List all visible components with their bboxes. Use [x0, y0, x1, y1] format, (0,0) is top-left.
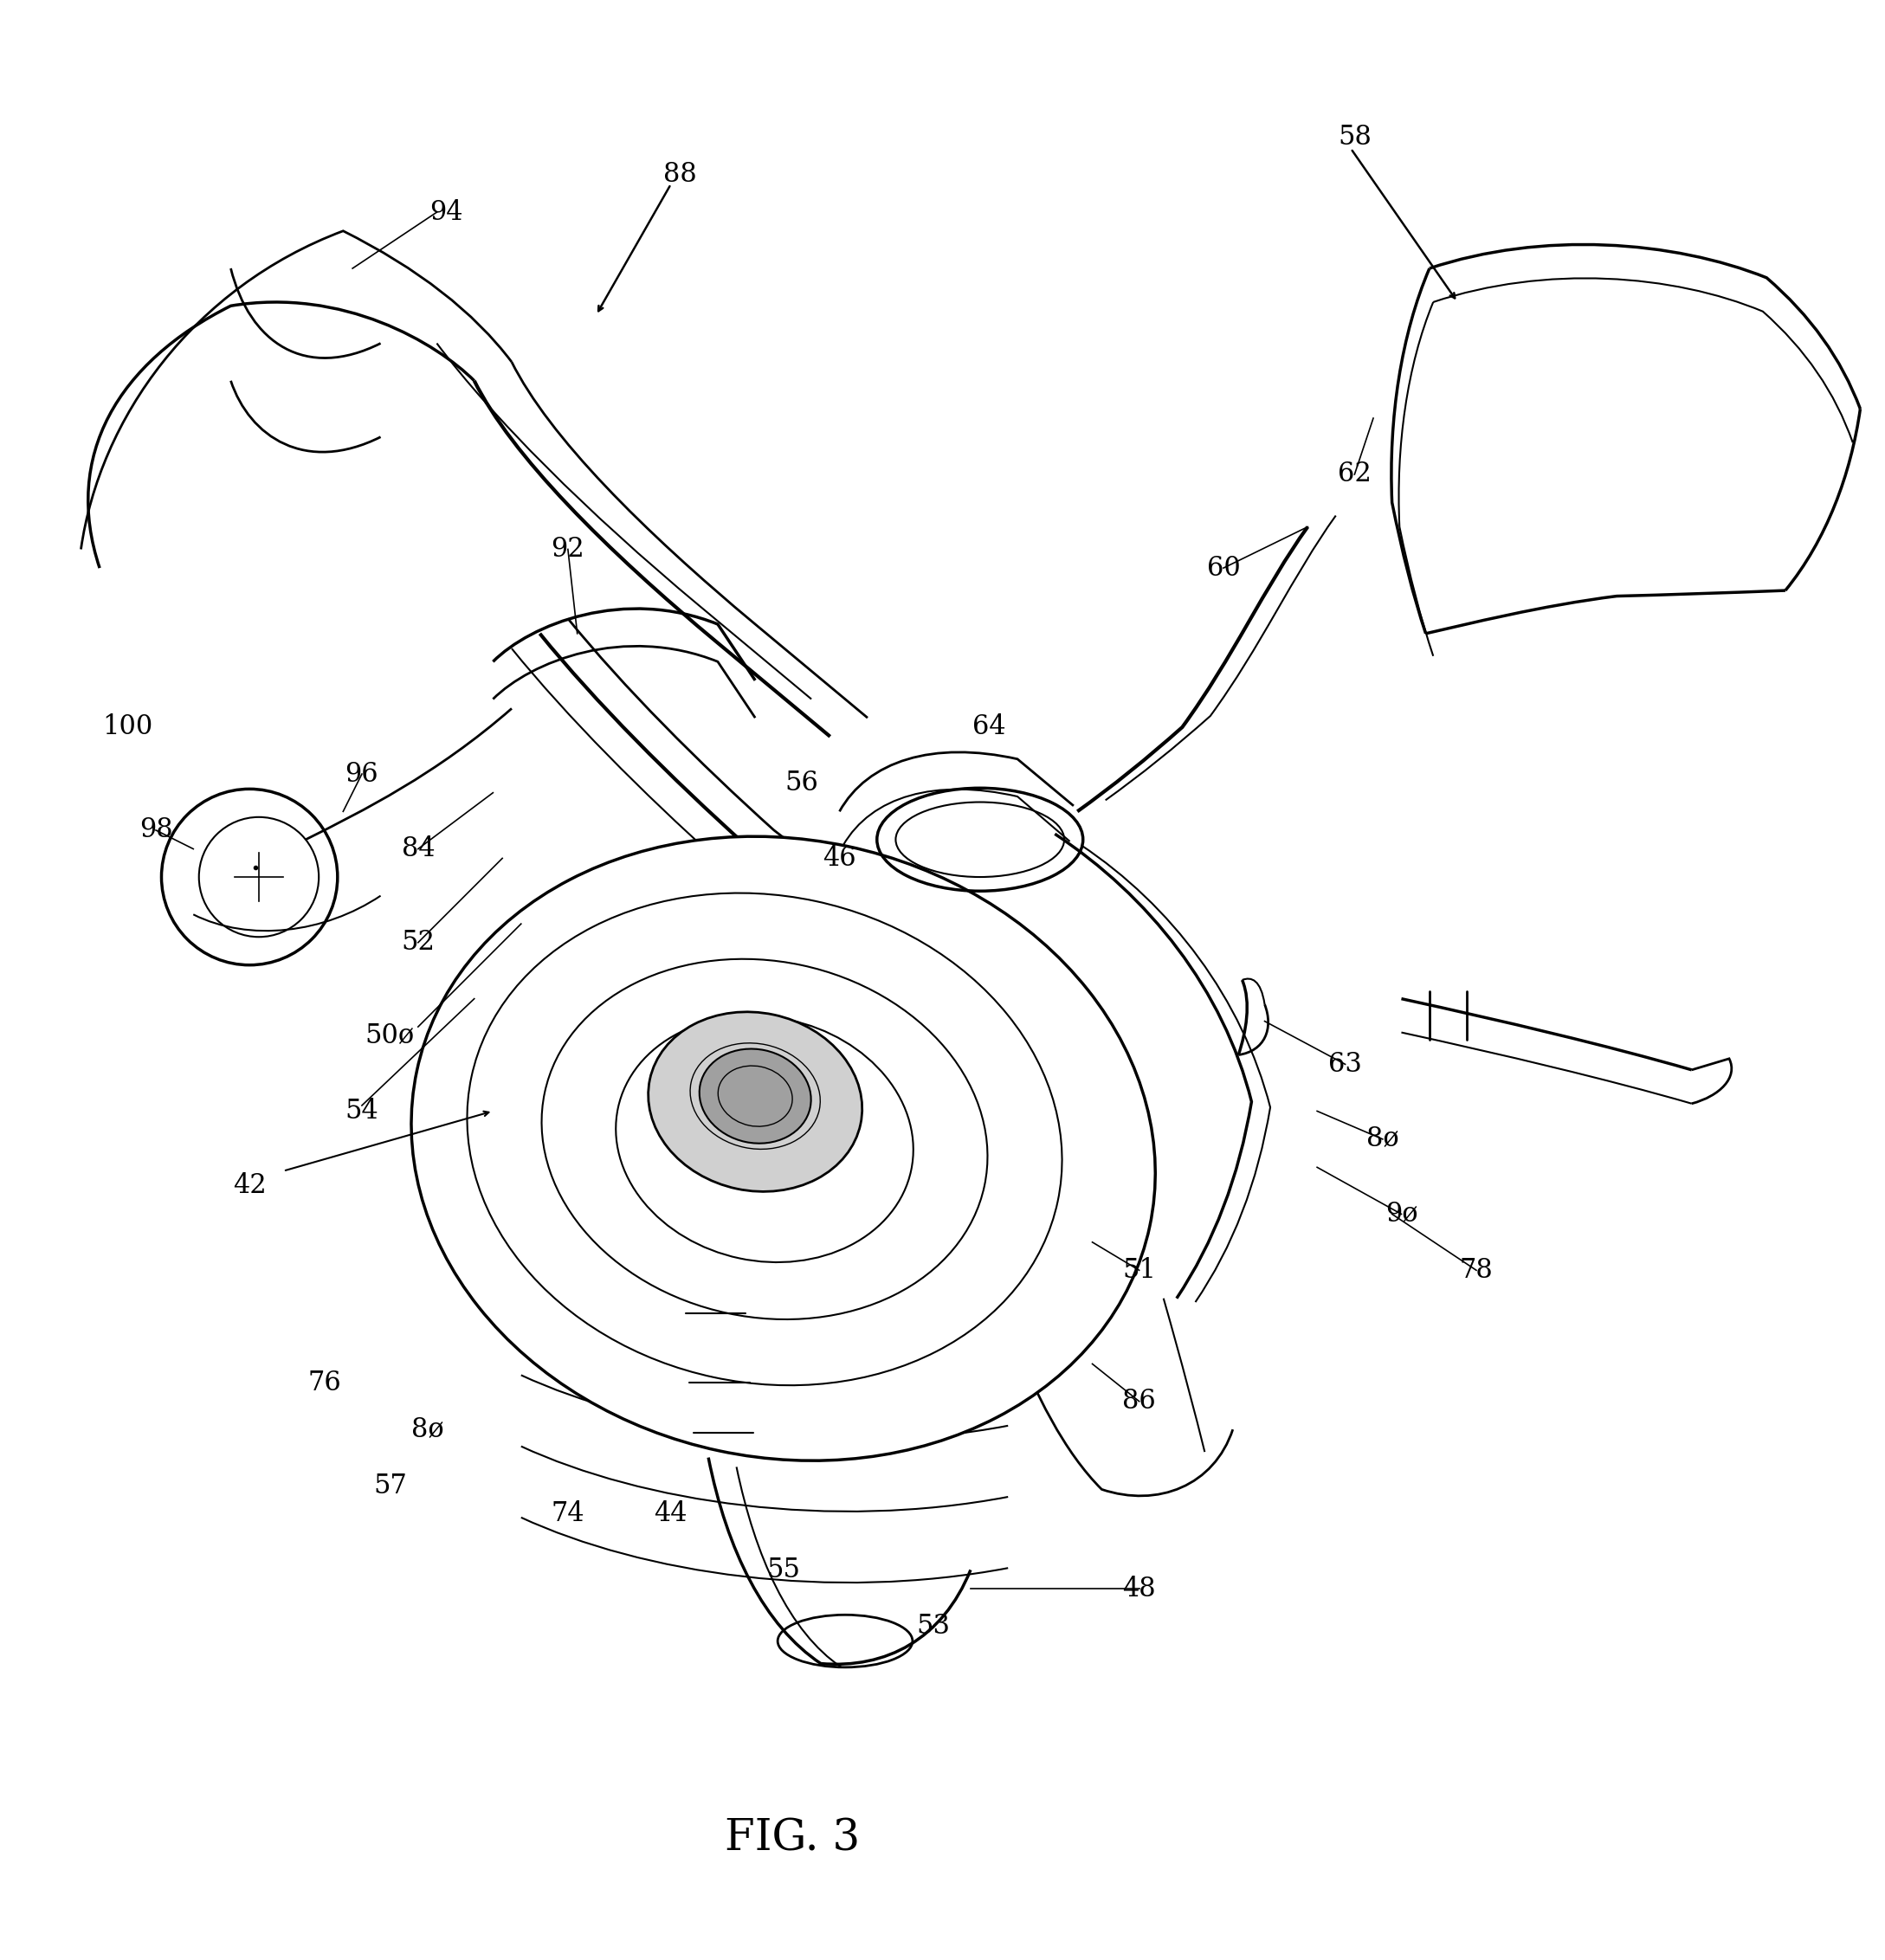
- Text: 46: 46: [822, 845, 856, 872]
- Text: 100: 100: [102, 713, 153, 741]
- Text: 76: 76: [307, 1370, 341, 1396]
- Text: 74: 74: [550, 1499, 584, 1527]
- Text: 55: 55: [767, 1556, 799, 1584]
- Text: 63: 63: [1329, 1051, 1363, 1078]
- Ellipse shape: [411, 837, 1156, 1460]
- Text: 98: 98: [139, 817, 173, 843]
- Text: 86: 86: [1122, 1388, 1156, 1415]
- Text: 56: 56: [786, 770, 818, 798]
- Text: 54: 54: [345, 1098, 379, 1125]
- Text: 60: 60: [1206, 555, 1240, 582]
- Text: FIG. 3: FIG. 3: [726, 1817, 860, 1860]
- Text: 96: 96: [345, 760, 379, 788]
- Ellipse shape: [648, 1011, 861, 1192]
- Text: 94: 94: [430, 198, 464, 225]
- Text: 44: 44: [654, 1499, 688, 1527]
- Text: 78: 78: [1459, 1256, 1493, 1284]
- Text: 8ø: 8ø: [1367, 1125, 1399, 1152]
- Text: 51: 51: [1122, 1256, 1156, 1284]
- Text: 48: 48: [1122, 1576, 1156, 1601]
- Text: 88: 88: [664, 161, 697, 188]
- Text: 64: 64: [973, 713, 1007, 741]
- Text: 57: 57: [373, 1472, 407, 1499]
- Text: 52: 52: [402, 929, 435, 956]
- Text: 58: 58: [1338, 123, 1372, 151]
- Text: 62: 62: [1338, 461, 1372, 488]
- Text: 92: 92: [550, 535, 584, 563]
- Text: 42: 42: [232, 1172, 266, 1200]
- Text: 84: 84: [402, 835, 435, 862]
- Ellipse shape: [699, 1049, 811, 1143]
- Text: 9ø: 9ø: [1385, 1201, 1418, 1227]
- Text: 50ø: 50ø: [366, 1023, 415, 1051]
- Text: 53: 53: [916, 1613, 950, 1639]
- Text: 8ø: 8ø: [411, 1415, 443, 1443]
